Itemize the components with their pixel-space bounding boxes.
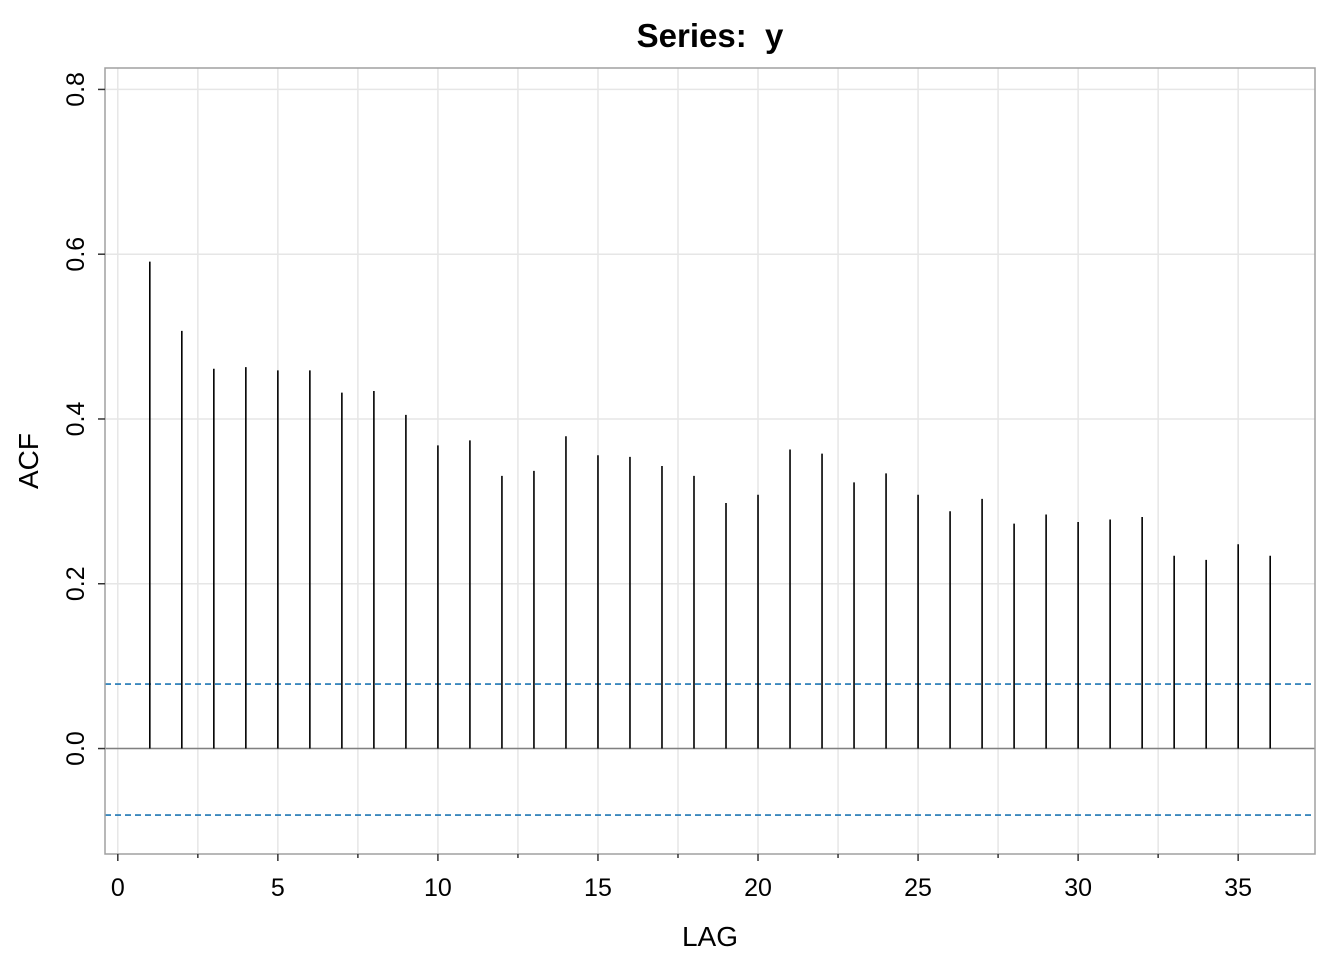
x-axis-label: LAG xyxy=(682,921,738,952)
spike-layer xyxy=(149,261,1271,749)
y-tick-label: 0.2 xyxy=(62,566,90,601)
x-tick-label: 35 xyxy=(1224,874,1252,902)
x-axis: 0 5 10 15 20 25 30 35 xyxy=(111,854,1252,902)
grid-layer xyxy=(105,68,1315,854)
chart-title: Series: y xyxy=(637,17,784,54)
x-tick-label: 5 xyxy=(271,874,285,902)
y-axis: 0.0 0.2 0.4 0.6 0.8 xyxy=(62,72,105,766)
plot-frame xyxy=(104,67,1316,855)
y-tick-label: 0.4 xyxy=(62,402,90,437)
x-tick-label: 15 xyxy=(584,874,612,902)
y-tick-label: 0.8 xyxy=(62,72,90,107)
confidence-bounds-layer xyxy=(105,683,1315,816)
x-tick-label: 30 xyxy=(1064,874,1092,902)
y-tick-label: 0.0 xyxy=(62,731,90,766)
y-tick-label: 0.6 xyxy=(62,237,90,272)
x-tick-label: 10 xyxy=(424,874,452,902)
x-tick-label: 20 xyxy=(744,874,772,902)
y-axis-label: ACF xyxy=(13,433,44,489)
x-tick-label: 25 xyxy=(904,874,932,902)
x-tick-label: 0 xyxy=(111,874,125,902)
